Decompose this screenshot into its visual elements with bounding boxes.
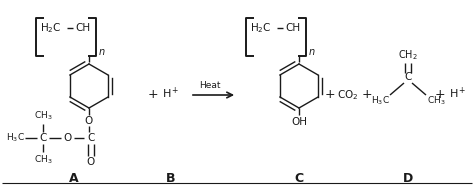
Text: CH$_3$: CH$_3$ [34, 110, 52, 122]
Text: H$_3$C: H$_3$C [6, 132, 25, 144]
Text: C: C [39, 133, 46, 143]
Text: CH$_3$: CH$_3$ [34, 154, 52, 166]
Text: CO$_2$: CO$_2$ [337, 88, 359, 102]
Text: n: n [99, 47, 105, 57]
Text: n: n [309, 47, 315, 57]
Text: +: + [148, 89, 158, 102]
Text: +: + [362, 89, 372, 102]
Text: B: B [166, 171, 176, 185]
Text: A: A [69, 171, 79, 185]
Text: Heat: Heat [199, 81, 221, 89]
Text: C: C [87, 133, 95, 143]
Text: H$^+$: H$^+$ [449, 85, 467, 101]
Text: +: + [435, 89, 445, 102]
Text: C: C [294, 171, 303, 185]
Text: CH: CH [285, 23, 300, 33]
Text: O: O [64, 133, 72, 143]
Text: C: C [404, 72, 412, 82]
Text: O: O [87, 157, 95, 167]
Text: CH$_2$: CH$_2$ [398, 48, 418, 62]
Text: H$_3$C: H$_3$C [371, 95, 390, 107]
Text: O: O [85, 116, 93, 126]
Text: CH: CH [75, 23, 90, 33]
Text: D: D [403, 171, 413, 185]
Text: H$_2$C: H$_2$C [250, 21, 272, 35]
Text: OH: OH [291, 117, 307, 127]
Text: CH$_3$: CH$_3$ [427, 95, 445, 107]
Text: +: + [325, 89, 335, 102]
Text: H$^+$: H$^+$ [162, 85, 180, 101]
Text: H$_2$C: H$_2$C [40, 21, 62, 35]
